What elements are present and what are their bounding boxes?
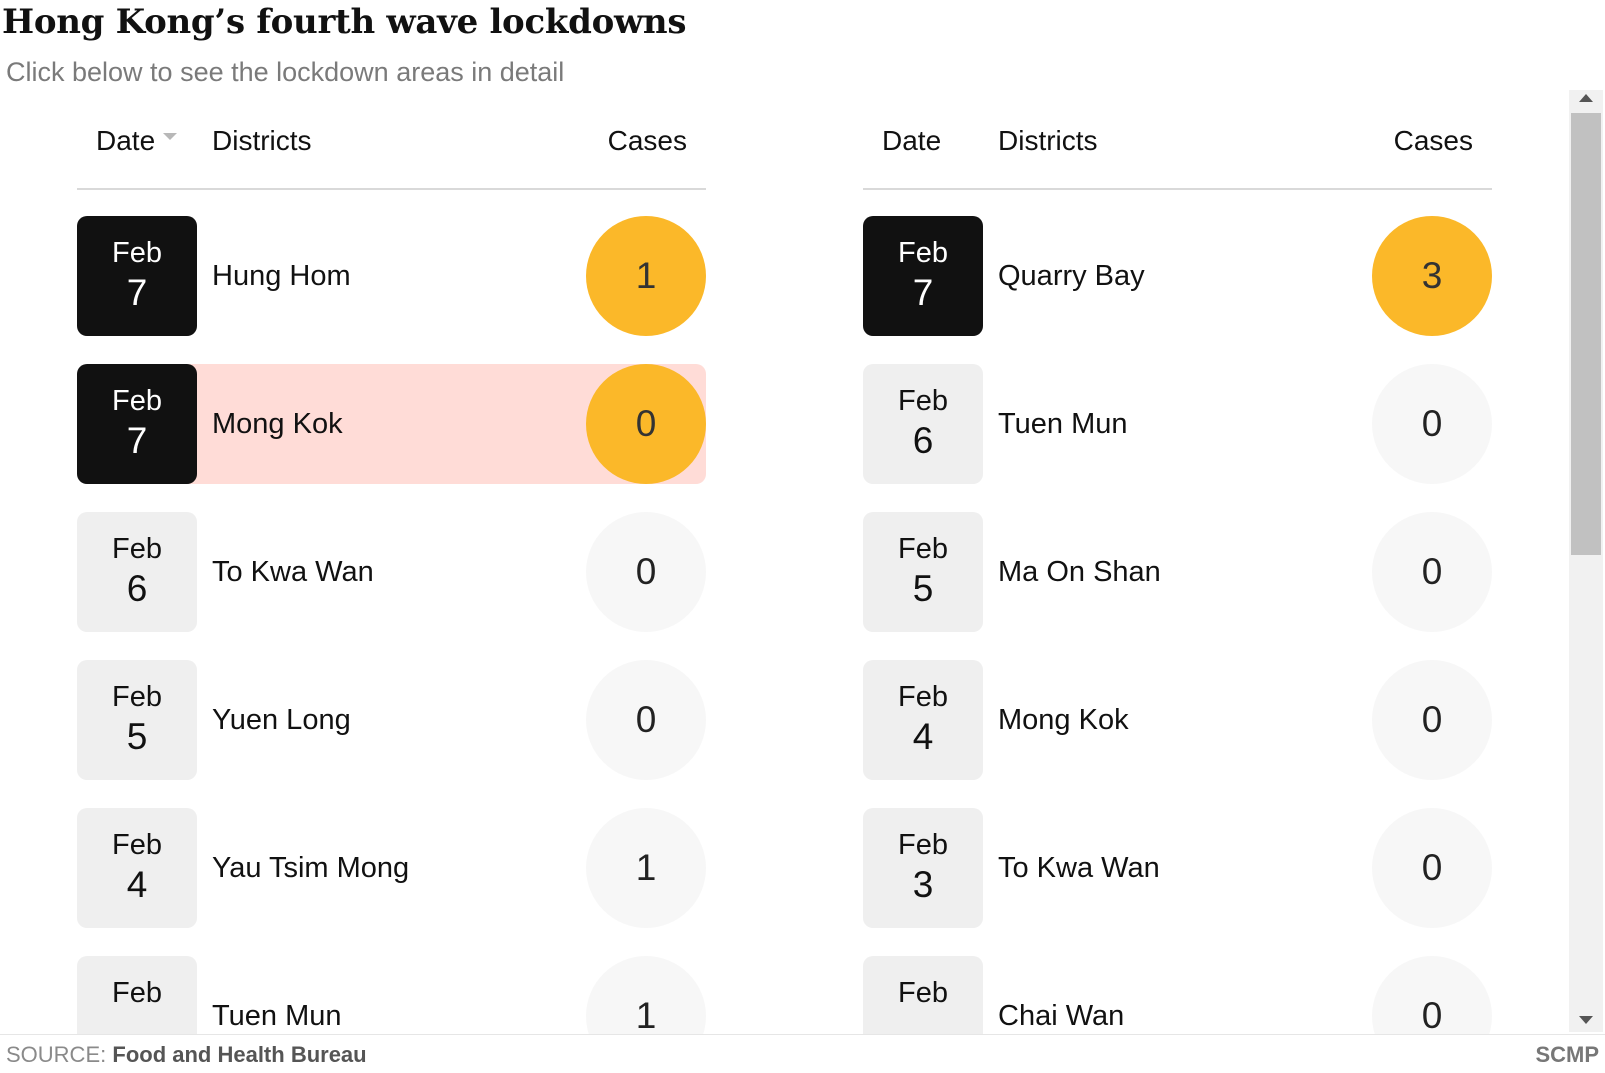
date-month: Feb [112,977,162,1009]
chart-title: Hong Kong’s fourth wave lockdowns [2,2,687,42]
cases-circle: 0 [586,512,706,632]
date-badge: Feb 4 [77,808,197,928]
date-day: 6 [912,420,934,461]
table-row[interactable]: Feb 7 Quarry Bay 3 [863,216,1492,336]
column-header-districts[interactable]: Districts [212,125,312,156]
cases-circle: 0 [1372,364,1492,484]
district-name: Mong Kok [998,704,1129,736]
date-badge: Feb 7 [863,216,983,336]
chart-subtitle: Click below to see the lockdown areas in… [6,57,565,87]
table-row[interactable]: Feb 4 Yau Tsim Mong 1 [77,808,706,928]
table-header: Date Districts Cases [77,88,706,190]
date-month: Feb [112,533,162,565]
table-row[interactable]: Feb 5 Ma On Shan 0 [863,512,1492,632]
district-name: Chai Wan [998,1000,1125,1032]
district-name: Yau Tsim Mong [212,852,410,884]
cases-circle: 1 [586,956,706,1034]
source-label: SOURCE: [6,1042,107,1067]
table-row[interactable]: Feb Tuen Mun 1 [77,956,706,1034]
date-month: Feb [898,829,948,861]
scrollbar-thumb[interactable] [1571,113,1601,555]
footer: SOURCE: Food and Health Bureau SCMP [0,1034,1605,1073]
date-badge: Feb [77,956,197,1034]
district-name: Tuen Mun [998,408,1128,440]
date-day: 7 [126,420,148,461]
date-day: 5 [126,716,148,757]
date-month: Feb [898,977,948,1009]
date-month: Feb [898,533,948,565]
cases-circle: 0 [1372,512,1492,632]
table-row[interactable]: Feb 7 Hung Hom 1 [77,216,706,336]
date-month: Feb [898,681,948,713]
table-row[interactable]: Feb 6 Tuen Mun 0 [863,364,1492,484]
district-name: To Kwa Wan [212,556,374,588]
sort-caret-icon[interactable] [163,133,178,141]
date-badge: Feb 4 [863,660,983,780]
table-row[interactable]: Feb 3 To Kwa Wan 0 [863,808,1492,928]
date-badge: Feb 5 [863,512,983,632]
date-day: 7 [126,272,148,313]
district-name: Hung Hom [212,260,351,292]
district-name: Tuen Mun [212,1000,342,1032]
scroll-up-arrow-icon[interactable] [1579,94,1593,102]
date-day: 3 [912,864,934,905]
cases-circle: 0 [586,660,706,780]
date-badge: Feb 5 [77,660,197,780]
brand-logo: SCMP [1535,1042,1599,1067]
date-day: 6 [126,568,148,609]
date-month: Feb [112,681,162,713]
date-badge: Feb [863,956,983,1034]
column-header-date[interactable]: Date [96,124,178,158]
cases-circle: 0 [586,364,706,484]
date-month: Feb [898,385,948,417]
table-row[interactable]: Feb Chai Wan 0 [863,956,1492,1034]
date-month: Feb [112,829,162,861]
date-badge: Feb 6 [863,364,983,484]
district-name: Yuen Long [212,704,351,736]
date-month: Feb [898,237,948,269]
date-day: 5 [912,568,934,609]
cases-circle: 1 [586,808,706,928]
date-month: Feb [112,237,162,269]
cases-circle: 3 [1372,216,1492,336]
scroll-down-arrow-icon[interactable] [1579,1016,1593,1024]
column-header-cases[interactable]: Cases [1393,125,1473,156]
district-name: To Kwa Wan [998,852,1160,884]
cases-circle: 0 [1372,808,1492,928]
table-row[interactable]: Feb 4 Mong Kok 0 [863,660,1492,780]
table-row[interactable]: Feb 5 Yuen Long 0 [77,660,706,780]
district-name: Ma On Shan [998,556,1161,588]
table-header: Date Districts Cases [863,88,1492,190]
column-header-date[interactable]: Date [882,125,942,156]
date-month: Feb [112,385,162,417]
lockdown-table-right: Date Districts Cases Feb 7 Quarry Bay 3 … [863,88,1492,1034]
date-day: 4 [126,864,148,905]
lockdown-table-left: Date Districts Cases Feb 7 Hung Hom 1 Fe… [77,88,706,1034]
date-badge: Feb 7 [77,364,197,484]
district-name: Quarry Bay [998,260,1145,292]
table-row[interactable]: Feb 6 To Kwa Wan 0 [77,512,706,632]
column-header-districts[interactable]: Districts [998,125,1098,156]
date-day: 7 [912,272,934,313]
date-badge: Feb 7 [77,216,197,336]
source-name: Food and Health Bureau [112,1042,367,1067]
vertical-scrollbar[interactable] [1569,90,1603,1032]
source-credit: SOURCE: Food and Health Bureau [6,1037,367,1073]
scroll-viewport[interactable]: Date Districts Cases Feb 7 Hung Hom 1 Fe… [0,88,1527,1034]
cases-circle: 0 [1372,956,1492,1034]
cases-circle: 1 [586,216,706,336]
date-badge: Feb 6 [77,512,197,632]
cases-circle: 0 [1372,660,1492,780]
district-name: Mong Kok [212,408,343,440]
date-day: 4 [912,716,934,757]
column-header-cases[interactable]: Cases [607,125,687,156]
date-badge: Feb 3 [863,808,983,928]
table-row-selected[interactable]: Feb 7 Mong Kok 0 [77,364,706,484]
